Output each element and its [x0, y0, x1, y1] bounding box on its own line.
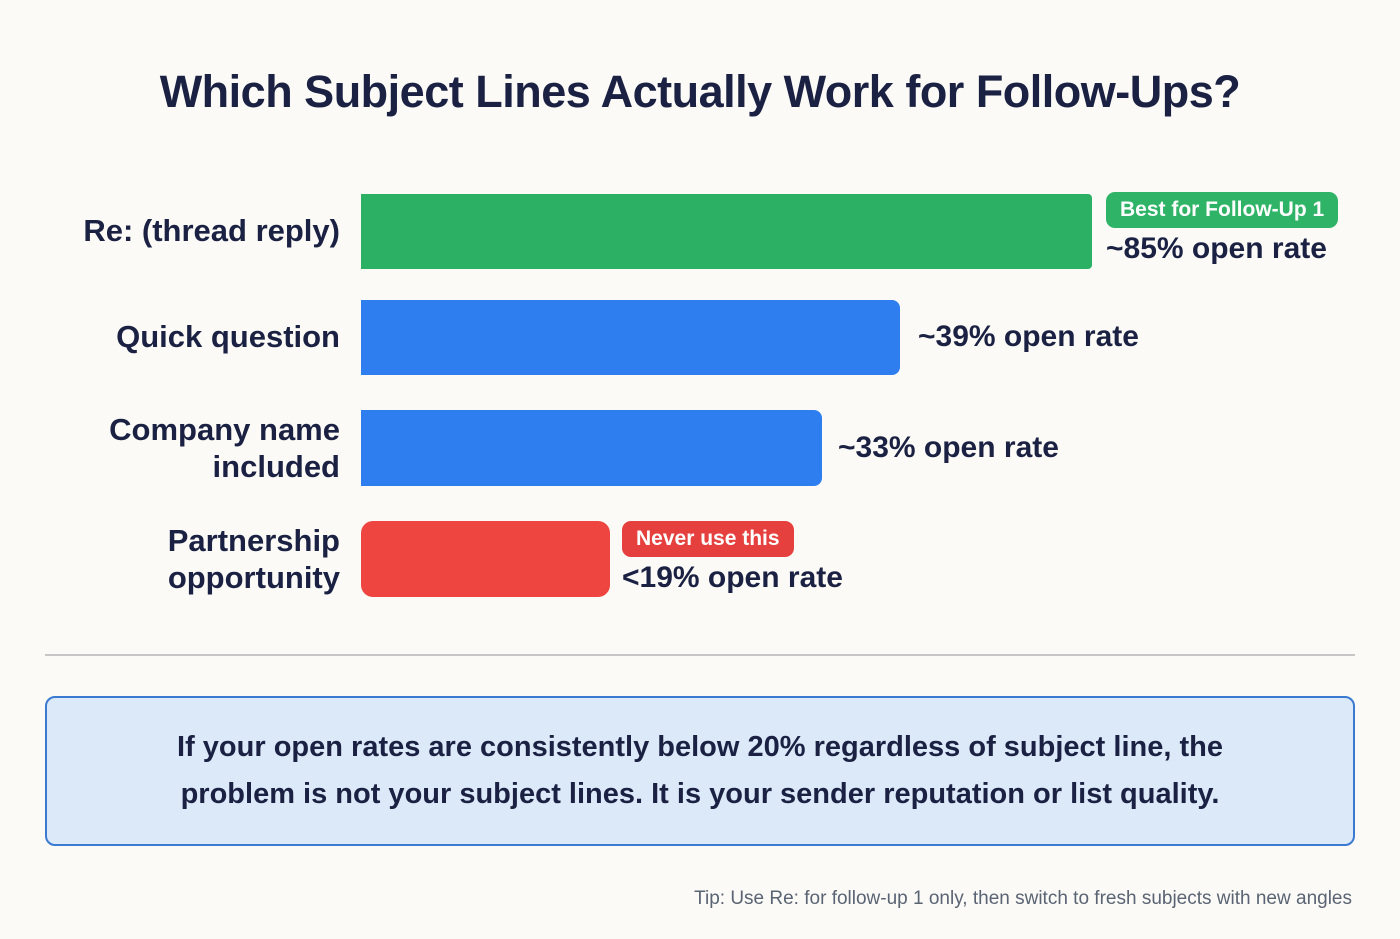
bar-label-re-thread-reply: Re: (thread reply) [40, 212, 340, 249]
never-use-this-badge: Never use this [622, 521, 794, 557]
annotation-partnership-opportunity: Never use this <19% open rate [622, 521, 843, 595]
open-rate-label-quick-question: ~39% open rate [918, 320, 1139, 353]
bar-label-line: Re: (thread reply) [83, 213, 340, 248]
divider [45, 654, 1355, 656]
open-rate-label-partnership-opportunity: <19% open rate [622, 561, 843, 594]
bar-partnership-opportunity [361, 521, 610, 597]
bar-company-name-included [361, 410, 822, 486]
bar-label-line: Company name [109, 412, 340, 447]
bar-label-partnership-opportunity: Partnership opportunity [40, 522, 340, 596]
callout-text-line: problem is not your subject lines. It is… [180, 778, 1220, 810]
annotation-re-thread-reply: Best for Follow-Up 1 ~85% open rate [1106, 192, 1339, 266]
bar-label-line: Partnership [167, 523, 340, 558]
bar-re-thread-reply [361, 194, 1092, 269]
chart-title: Which Subject Lines Actually Work for Fo… [159, 66, 1241, 117]
bar-label-line: Quick question [116, 319, 340, 354]
bar-quick-question [361, 300, 900, 375]
bar-label-line: included [212, 449, 340, 484]
callout-text-line: If your open rates are consistently belo… [177, 731, 1223, 763]
open-rate-label-re-thread-reply: ~85% open rate [1106, 232, 1327, 265]
tip-text: Tip: Use Re: for follow-up 1 only, then … [694, 888, 1352, 909]
open-rate-label-company-name-included: ~33% open rate [838, 431, 1059, 464]
bar-label-quick-question: Quick question [40, 318, 340, 355]
bar-label-company-name-included: Company name included [40, 411, 340, 485]
callout-box: If your open rates are consistently belo… [45, 696, 1355, 846]
best-for-followup-badge: Best for Follow-Up 1 [1106, 192, 1339, 228]
bar-label-line: opportunity [167, 560, 340, 595]
